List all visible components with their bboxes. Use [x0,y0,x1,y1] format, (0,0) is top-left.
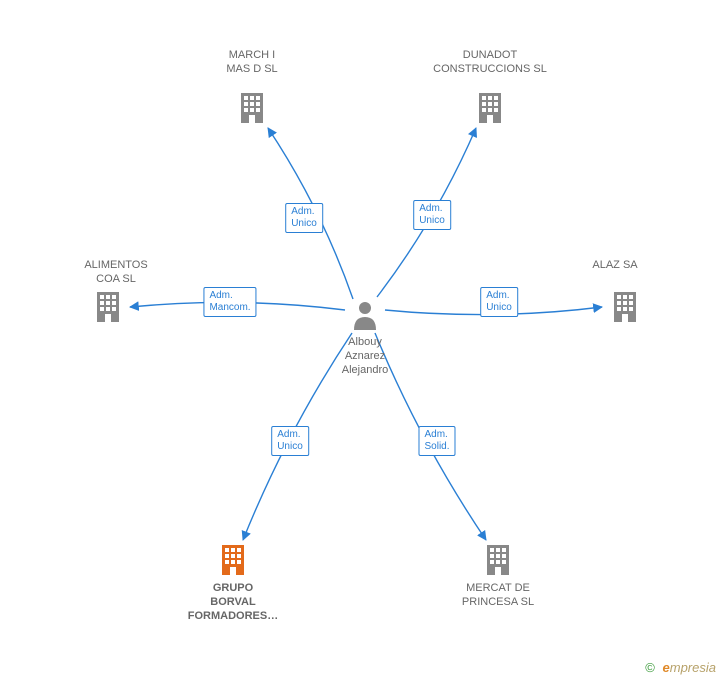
company-label: ALAZ SA [592,259,637,273]
copyright-symbol: © [645,660,655,675]
building-icon [475,91,505,125]
company-node[interactable] [483,543,513,577]
edge-label: Adm. Unico [413,200,451,230]
building-icon [237,91,267,125]
edge-label: Adm. Unico [271,426,309,456]
building-icon [218,543,248,577]
center-person-label: Albouy Aznarez Alejandro [342,336,388,377]
center-person[interactable] [351,300,379,330]
company-node[interactable] [475,91,505,125]
edge-label: Adm. Unico [285,203,323,233]
watermark: © empresia [645,660,716,675]
company-node[interactable] [610,290,640,324]
person-icon [351,300,379,330]
building-icon [93,290,123,324]
company-node[interactable] [237,91,267,125]
brand-name: empresia [663,660,716,675]
company-label: MERCAT DE PRINCESA SL [462,582,534,610]
company-label: GRUPO BORVAL FORMADORES… [188,582,278,623]
edge-label: Adm. Unico [480,287,518,317]
building-icon [610,290,640,324]
company-node[interactable] [218,543,248,577]
company-label: DUNADOT CONSTRUCCIONS SL [433,49,547,77]
company-node[interactable] [93,290,123,324]
edge-label: Adm. Mancom. [203,287,256,317]
building-icon [483,543,513,577]
edge-label: Adm. Solid. [418,426,455,456]
company-label: ALIMENTOS COA SL [84,259,147,287]
company-label: MARCH I MAS D SL [226,49,277,77]
